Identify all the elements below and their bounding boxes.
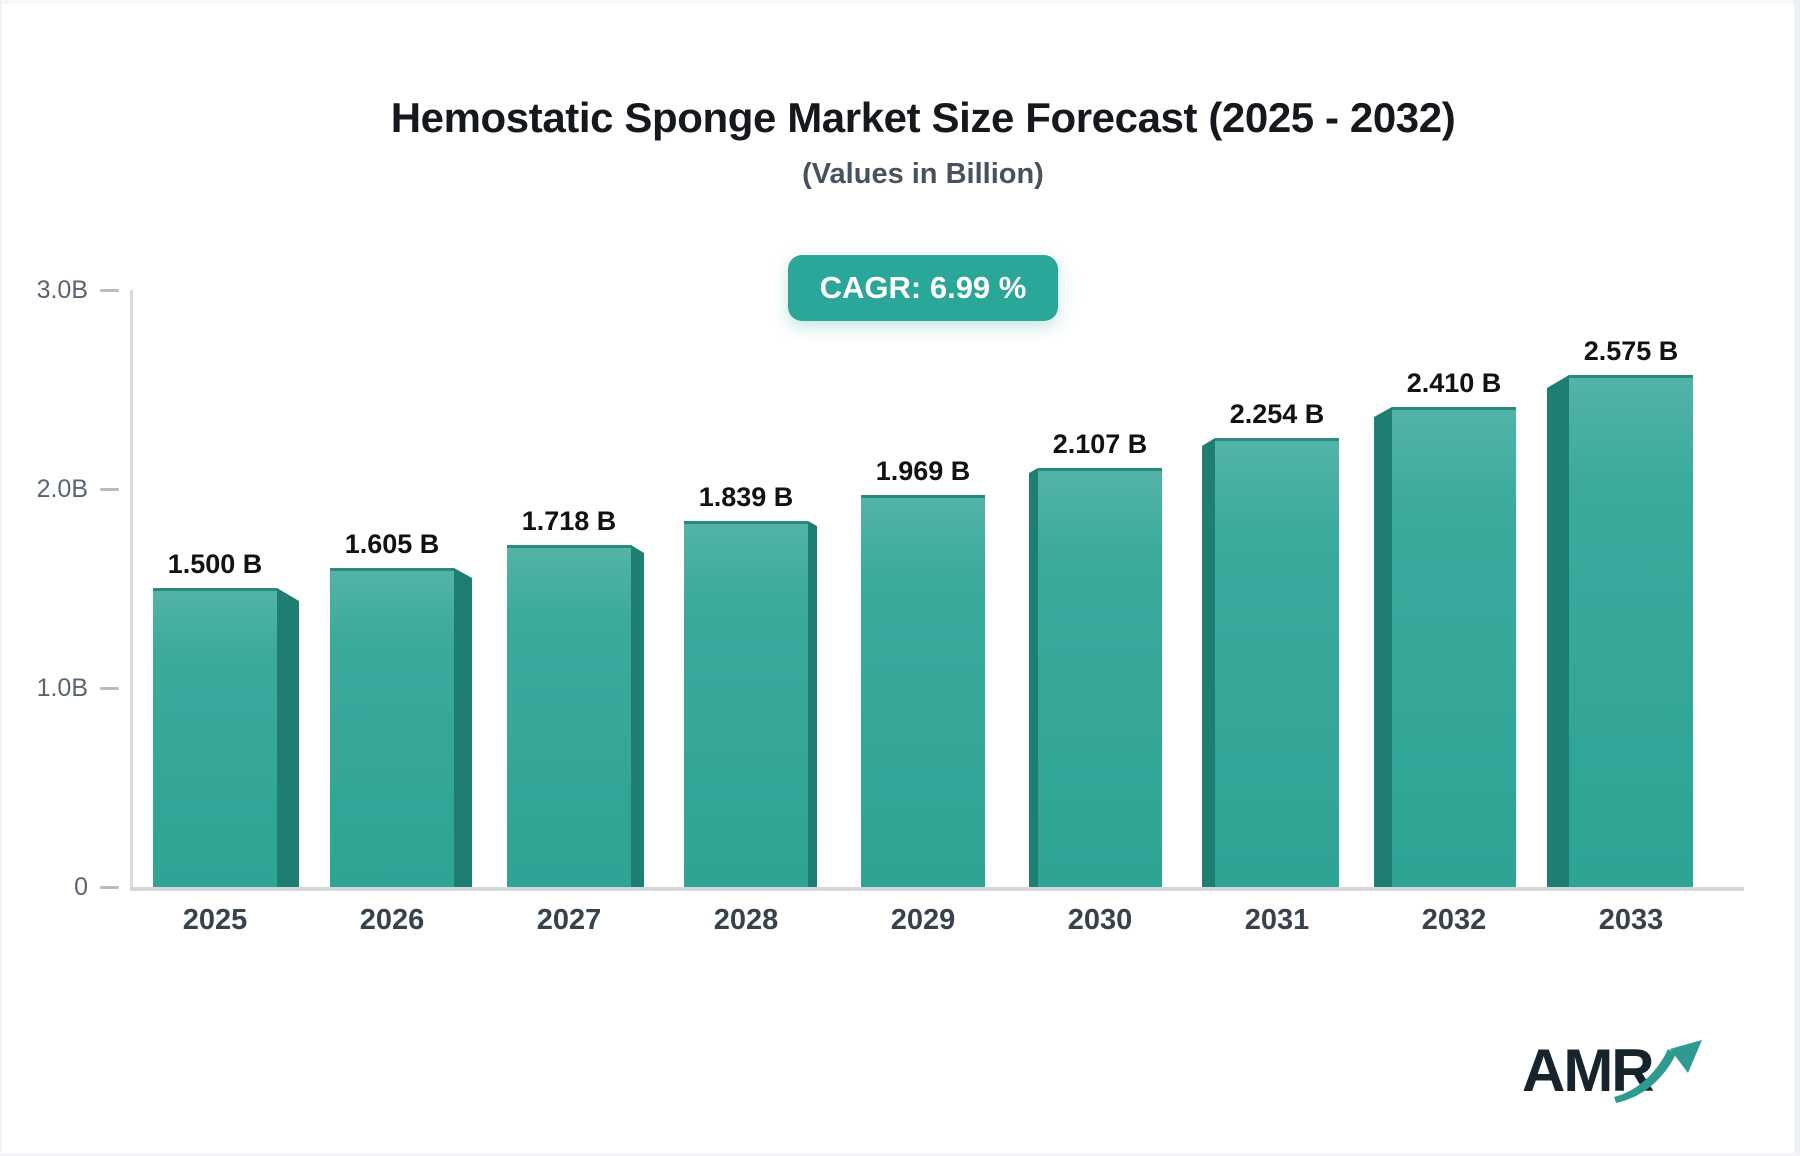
bar — [153, 588, 277, 887]
chart-subtitle: (Values in Billion) — [802, 158, 1044, 190]
bar-value-label: 1.969 B — [875, 456, 971, 486]
chart-title: Hemostatic Sponge Market Size Forecast (… — [390, 94, 1456, 141]
page-border-top — [0, 0, 1800, 4]
x-axis-line — [130, 887, 1744, 891]
bar-side — [1374, 407, 1392, 887]
x-tick-label: 2028 — [713, 904, 779, 936]
x-tick-label: 2026 — [359, 904, 425, 936]
y-tick-label: 1.0B — [36, 674, 88, 702]
bar — [1392, 407, 1516, 887]
bar-value-label: 1.500 B — [167, 549, 263, 579]
bar-side — [277, 588, 299, 887]
x-tick-label: 2025 — [182, 904, 248, 936]
y-tick-dash — [100, 687, 119, 690]
bar — [1215, 438, 1339, 887]
page-border-left — [0, 0, 2, 1156]
bar-value-label: 2.410 B — [1406, 368, 1502, 398]
bar-value-label: 2.254 B — [1229, 399, 1325, 429]
y-tick-label: 2.0B — [36, 475, 88, 503]
growth-arrow-icon — [1614, 1040, 1702, 1103]
bar — [1038, 468, 1162, 887]
y-tick-dash — [100, 488, 119, 491]
bar — [1569, 375, 1693, 887]
bar-value-label: 2.107 B — [1052, 429, 1148, 459]
bar-value-label: 2.575 B — [1583, 336, 1679, 366]
bar-side — [1202, 438, 1215, 887]
bar-side — [1029, 468, 1038, 887]
bar — [507, 545, 631, 887]
y-tick-label: 0 — [74, 873, 88, 901]
cagr-badge-row: CAGR: 6.99 % — [130, 255, 1716, 321]
bar-value-label: 1.718 B — [521, 506, 617, 536]
amr-logo: AMR — [1522, 1040, 1712, 1120]
x-tick-label: 2031 — [1244, 904, 1310, 936]
page-border-right — [1794, 0, 1800, 1156]
bar-side — [1547, 375, 1569, 887]
bar — [330, 568, 454, 887]
x-tick-label: 2027 — [536, 904, 602, 936]
x-tick-label: 2030 — [1067, 904, 1133, 936]
bar-value-label: 1.839 B — [698, 482, 794, 512]
y-tick-label: 3.0B — [36, 276, 88, 304]
bar-side — [631, 545, 644, 887]
x-tick-label: 2033 — [1598, 904, 1664, 936]
y-tick-dash — [100, 886, 119, 889]
cagr-badge: CAGR: 6.99 % — [787, 255, 1059, 321]
bar-side — [808, 521, 817, 887]
x-tick-label: 2029 — [890, 904, 956, 936]
bar-side — [454, 568, 472, 887]
bar — [861, 495, 985, 887]
y-tick-dash — [100, 289, 119, 292]
bar — [684, 521, 808, 887]
x-tick-label: 2032 — [1421, 904, 1487, 936]
y-axis-line — [130, 290, 133, 887]
bar-value-label: 1.605 B — [344, 529, 440, 559]
